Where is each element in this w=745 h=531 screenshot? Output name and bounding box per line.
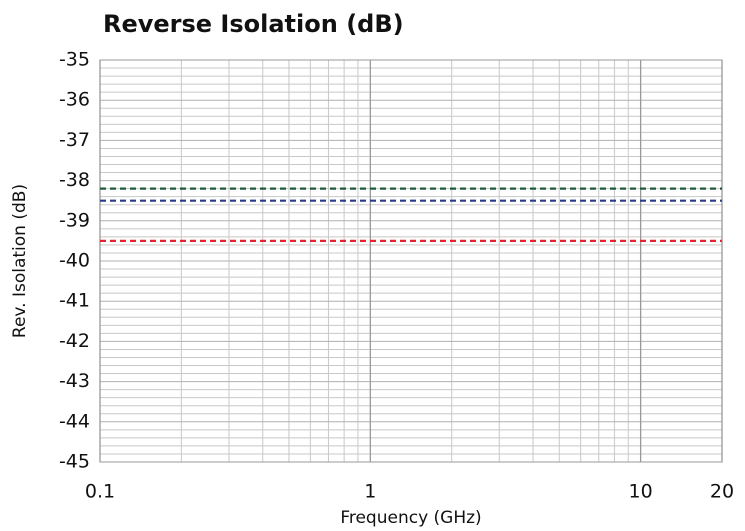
plot-frame	[99, 59, 723, 463]
y-tick-label: -44	[59, 410, 90, 432]
y-tick-label: -36	[59, 89, 90, 111]
x-tick-label: 20	[710, 481, 734, 503]
y-tick-label: -41	[59, 290, 90, 312]
y-tick-label: -42	[59, 330, 90, 352]
y-tick-label: -35	[59, 49, 90, 71]
y-tick-label: -38	[59, 169, 90, 191]
y-tick-label: -45	[59, 451, 90, 473]
x-axis-label: Frequency (GHz)	[340, 508, 481, 528]
y-tick-label: -39	[59, 209, 90, 231]
chart-title: Reverse Isolation (dB)	[103, 10, 404, 38]
y-tick-label: -37	[59, 129, 90, 151]
y-axis-label: Rev. Isolation (dB)	[10, 184, 30, 338]
x-tick-label: 0.1	[85, 481, 115, 503]
y-tick-label: -43	[59, 370, 90, 392]
x-tick-label: 1	[364, 481, 376, 503]
y-tick-label: -40	[59, 250, 90, 272]
x-tick-label: 10	[629, 481, 653, 503]
